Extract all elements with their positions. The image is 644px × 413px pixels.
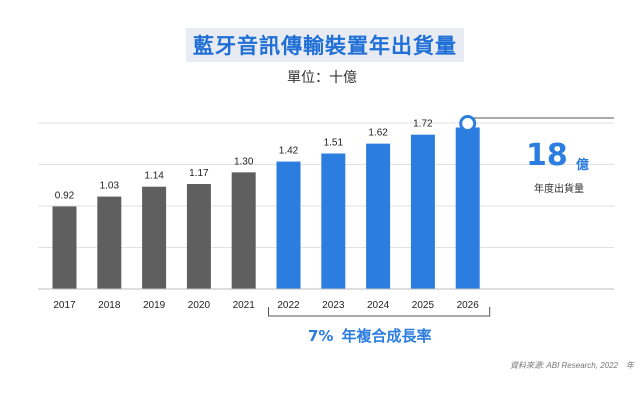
tick-label-2026: 2026 [457,300,480,311]
tick-label-2018: 2018 [98,300,121,311]
cagr-annotation: 7% 年複合成長率 [308,325,431,346]
chart-subtitle: 單位：十億 [287,70,357,86]
data-label-2021: 1.30 [234,156,254,167]
callout-label: 年度出貨量 [534,184,584,195]
data-label-2024: 1.62 [368,128,388,139]
data-label-2017: 0.92 [55,190,75,201]
bar-2025 [410,134,435,289]
callout-value: 18 [526,138,568,173]
chart-title: 藍牙音訊傳輸裝置年出貨量 [193,34,457,58]
tick-label-2017: 2017 [53,300,76,311]
source-note: 資料來源: ABI Research, 2022 年 [509,361,634,370]
tick-label-2021: 2021 [233,300,256,311]
data-label-2018: 1.03 [100,181,120,192]
bar-2020 [186,184,211,289]
bar-2019 [142,186,167,289]
bar-2022 [276,161,301,289]
data-label-2019: 1.14 [144,171,164,182]
data-label-2022: 1.42 [279,146,299,157]
cagr-label: 年複合成長率 [341,327,432,345]
tick-label-2022: 2022 [277,300,300,311]
callout-unit: 億 [576,158,590,173]
tick-label-2023: 2023 [322,300,345,311]
bar-2018 [97,196,122,289]
bar-2026 [455,127,480,290]
callout-marker [459,114,477,132]
data-label-2020: 1.17 [189,168,209,179]
forecast-bracket [268,307,491,317]
bar-2023 [321,153,346,289]
bar-2024 [366,143,391,289]
tick-label-2024: 2024 [367,300,390,311]
callout-leader-line [467,117,614,120]
bar-2017 [52,206,77,289]
data-label-2023: 1.51 [324,138,344,149]
cagr-value: 7% [308,327,334,345]
bar-2021 [231,172,256,289]
data-label-2025: 1.72 [413,119,433,130]
tick-label-2020: 2020 [188,300,211,311]
tick-label-2025: 2025 [412,300,435,311]
tick-label-2019: 2019 [143,300,166,311]
title-banner: 藍牙音訊傳輸裝置年出貨量 [186,28,464,62]
